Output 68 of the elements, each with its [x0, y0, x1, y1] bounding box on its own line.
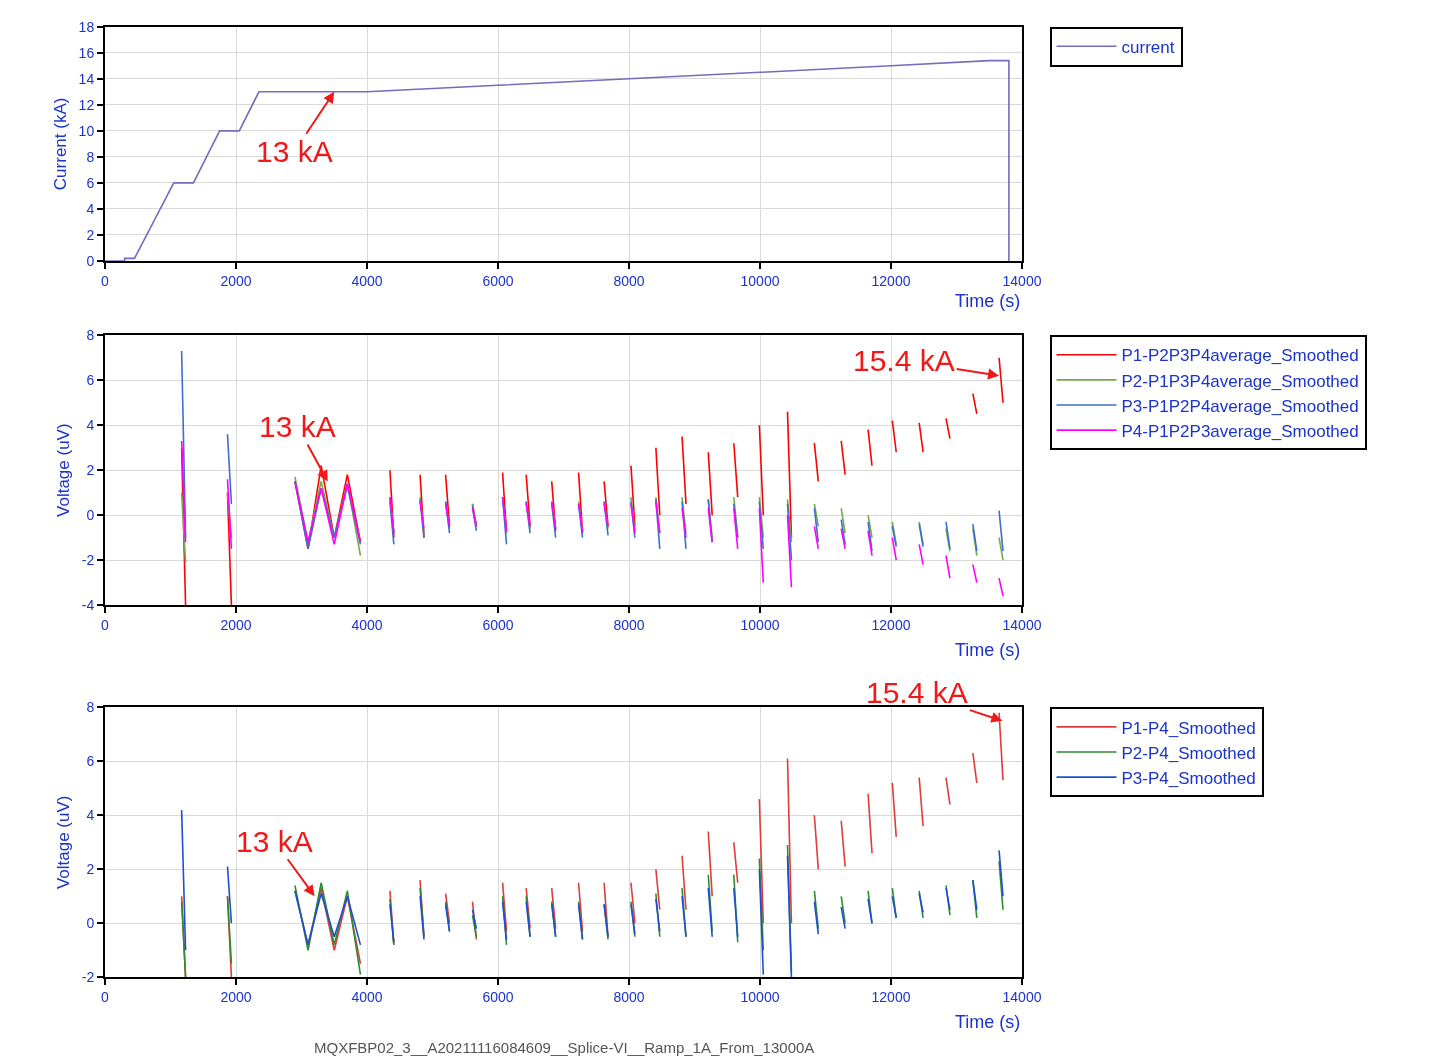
x-axis-title: Time (s) [955, 1012, 1021, 1032]
x-tick-label: 8000 [613, 989, 645, 1006]
y-tick-label: 0 [86, 252, 95, 269]
y-tick-label: 6 [86, 753, 95, 770]
legend-label: P3-P4_Smoothed [1121, 768, 1256, 788]
y-tick-label: 8 [86, 327, 95, 344]
annotation: 13 kA [259, 410, 336, 443]
legend-label: current [1121, 37, 1175, 57]
y-axis-title: Voltage (uV) [53, 795, 73, 890]
x-axis-title: Time (s) [955, 640, 1021, 660]
x-tick-label: 12000 [871, 989, 911, 1006]
legend-label: P4-P1P2P3average_Smoothed [1121, 421, 1359, 441]
x-tick-label: 6000 [482, 272, 514, 289]
x-tick-label: 4000 [351, 616, 383, 633]
y-tick-label: 8 [86, 148, 95, 165]
x-tick-label: 14000 [1002, 616, 1042, 633]
x-tick-label: 14000 [1002, 989, 1042, 1006]
y-tick-label: 8 [86, 699, 95, 716]
legend-label: P1-P4_Smoothed [1121, 718, 1256, 738]
x-tick-label: 0 [101, 989, 110, 1006]
x-tick-label: 2000 [220, 616, 252, 633]
x-tick-label: 10000 [740, 272, 780, 289]
y-tick-label: 0 [86, 507, 95, 524]
y-tick-label: 4 [86, 417, 95, 434]
y-tick-label: 12 [78, 96, 95, 113]
x-tick-label: 4000 [351, 989, 383, 1006]
y-tick-label: 0 [86, 915, 95, 932]
x-tick-label: 6000 [482, 989, 514, 1006]
x-tick-label: 2000 [220, 989, 252, 1006]
x-tick-label: 14000 [1002, 272, 1042, 289]
y-tick-label: -4 [81, 597, 95, 614]
y-tick-label: 6 [86, 174, 95, 191]
y-tick-label: 16 [78, 44, 95, 61]
annotation: 15.4 kA [866, 676, 968, 709]
annotation: 13 kA [256, 135, 333, 168]
y-tick-label: 10 [78, 122, 95, 139]
y-axis-title: Voltage (uV) [53, 423, 73, 517]
legend-label: P2-P4_Smoothed [1121, 743, 1256, 763]
x-tick-label: 6000 [482, 616, 514, 633]
annotation: 15.4 kA [853, 344, 955, 377]
y-tick-label: 2 [86, 462, 95, 479]
x-tick-label: 12000 [871, 616, 911, 633]
y-tick-label: -2 [81, 969, 95, 986]
legend-label: P3-P1P2P4average_Smoothed [1121, 396, 1359, 416]
line-series [105, 59, 1010, 261]
y-tick-label: 14 [78, 70, 95, 87]
y-tick-label: 4 [86, 807, 95, 824]
y-tick-label: 2 [86, 226, 95, 243]
x-tick-label: 10000 [740, 989, 780, 1006]
y-tick-label: -2 [81, 552, 95, 569]
x-tick-label: 0 [101, 272, 110, 289]
x-axis-title: Time (s) [955, 291, 1021, 311]
legend-label: P1-P2P3P4average_Smoothed [1121, 346, 1359, 366]
x-tick-label: 2000 [220, 272, 252, 289]
y-tick-label: 4 [86, 200, 95, 217]
x-tick-label: 10000 [740, 616, 780, 633]
y-tick-label: 18 [78, 18, 95, 35]
x-tick-label: 8000 [613, 272, 645, 289]
legend-label: P2-P1P3P4average_Smoothed [1121, 371, 1359, 391]
x-tick-label: 12000 [871, 272, 911, 289]
x-tick-label: 8000 [613, 616, 645, 633]
annotation: 13 kA [236, 825, 313, 858]
y-axis-title: Current (kA) [50, 97, 70, 191]
x-tick-label: 0 [101, 616, 110, 633]
x-tick-label: 4000 [351, 272, 383, 289]
y-tick-label: 2 [86, 861, 95, 878]
y-tick-label: 6 [86, 372, 95, 389]
text: MQXFBP02_3__A20211116084609__Splice-VI__Ramp_1A_From_13000A [314, 1039, 815, 1056]
